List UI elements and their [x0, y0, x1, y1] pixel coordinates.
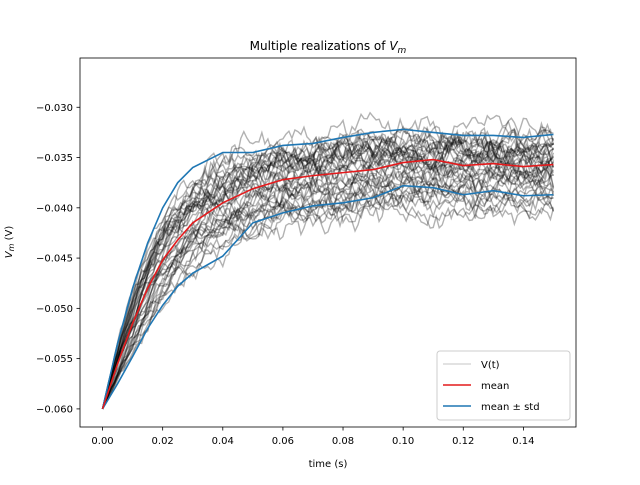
series-line-mean-std	[101, 128, 554, 410]
x-axis-label: time (s)	[309, 459, 348, 470]
realization-line	[101, 136, 555, 410]
realization-line	[101, 156, 555, 410]
realization-line	[101, 167, 554, 410]
realization-line	[101, 140, 554, 410]
series-line-mean-std	[101, 184, 554, 410]
axes-frame	[79, 57, 577, 428]
realization-line	[101, 125, 554, 410]
legend: V(t) mean mean ± std	[436, 350, 571, 421]
realization-line	[101, 186, 554, 410]
realization-line	[101, 140, 554, 410]
y-tick-label: −0.040	[36, 203, 73, 214]
x-tick-label: 0.02	[152, 436, 174, 447]
realization-line	[101, 153, 554, 410]
realization-line	[101, 130, 554, 410]
realization-line	[101, 181, 555, 410]
realization-line	[101, 128, 555, 410]
chart-title: Multiple realizations of Vm	[250, 39, 407, 56]
realization-line	[101, 137, 554, 410]
realization-line	[101, 130, 554, 410]
realization-line	[101, 196, 555, 410]
realization-line	[101, 162, 555, 410]
legend-label-std: mean ± std	[481, 402, 540, 413]
y-tick-label: −0.045	[36, 254, 73, 265]
legend-box	[436, 350, 571, 421]
realization-line	[101, 129, 555, 410]
realization-line	[101, 193, 555, 410]
realization-line	[101, 145, 554, 410]
realization-line	[101, 131, 554, 410]
realization-line	[101, 117, 555, 410]
realization-line	[101, 130, 554, 410]
x-tick-label: 0.12	[452, 436, 474, 447]
y-axis: −0.060 −0.055 −0.050 −0.045 −0.040 −0.035 −0.0…	[36, 103, 80, 415]
realization-line	[101, 125, 554, 410]
legend-label-vt: V(t)	[481, 360, 500, 371]
x-tick-label: 0.06	[272, 436, 294, 447]
realization-line	[101, 142, 555, 410]
realization-line	[101, 111, 555, 410]
x-tick-label: 0.08	[332, 436, 354, 447]
x-axis: 0.00 0.02 0.04 0.06 0.08 0.10 0.12 0.14	[91, 427, 535, 447]
realization-line	[101, 136, 555, 410]
realization-line	[101, 136, 555, 410]
y-tick-label: −0.030	[36, 103, 73, 114]
y-tick-label: −0.035	[36, 153, 73, 164]
y-tick-label: −0.055	[36, 354, 73, 365]
realization-line	[101, 160, 555, 410]
x-tick-label: 0.10	[392, 436, 414, 447]
x-tick-label: 0.00	[91, 436, 113, 447]
realization-line	[101, 185, 555, 410]
realization-line	[101, 173, 554, 410]
plot-area	[101, 111, 555, 410]
y-axis-label: Vm (V)	[4, 226, 16, 259]
realization-line	[101, 161, 555, 410]
series-lines	[101, 128, 554, 410]
realization-line	[101, 128, 554, 410]
y-tick-label: −0.050	[36, 304, 73, 315]
realization-line	[101, 152, 555, 410]
x-tick-label: 0.14	[512, 436, 534, 447]
y-tick-label: −0.060	[36, 404, 73, 415]
realization-line	[101, 176, 554, 410]
realization-line	[101, 139, 554, 410]
series-line-mean	[101, 158, 554, 410]
realization-line	[101, 139, 555, 410]
realization-line	[101, 177, 554, 410]
x-tick-label: 0.04	[212, 436, 234, 447]
legend-label-mean: mean	[481, 381, 509, 392]
